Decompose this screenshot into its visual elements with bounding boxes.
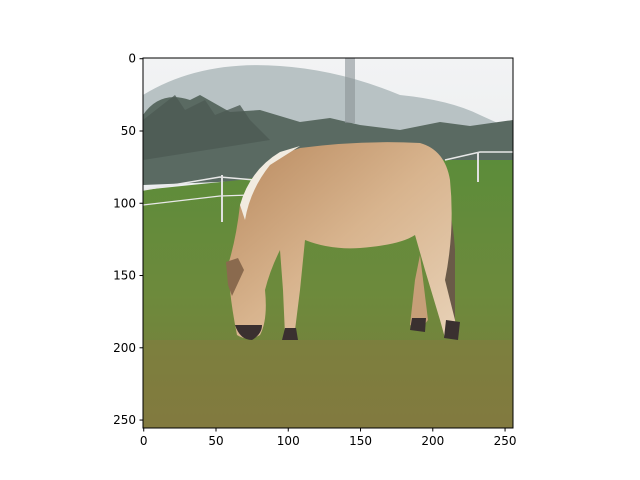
y-tick-label: 100 [113,196,136,210]
y-tick-label: 0 [128,52,136,66]
y-tick-label: 150 [113,269,136,283]
y-tick-label: 50 [121,124,136,138]
x-tick-label: 100 [277,434,300,448]
x-tick-label: 250 [494,434,517,448]
x-tick-label: 0 [140,434,148,448]
x-tick-label: 150 [349,434,372,448]
x-tick-label: 50 [208,434,223,448]
axes-frame [142,57,514,429]
y-tick-label: 250 [113,413,136,427]
y-tick-label: 200 [113,341,136,355]
image [143,58,513,428]
x-tick-label: 200 [421,434,444,448]
